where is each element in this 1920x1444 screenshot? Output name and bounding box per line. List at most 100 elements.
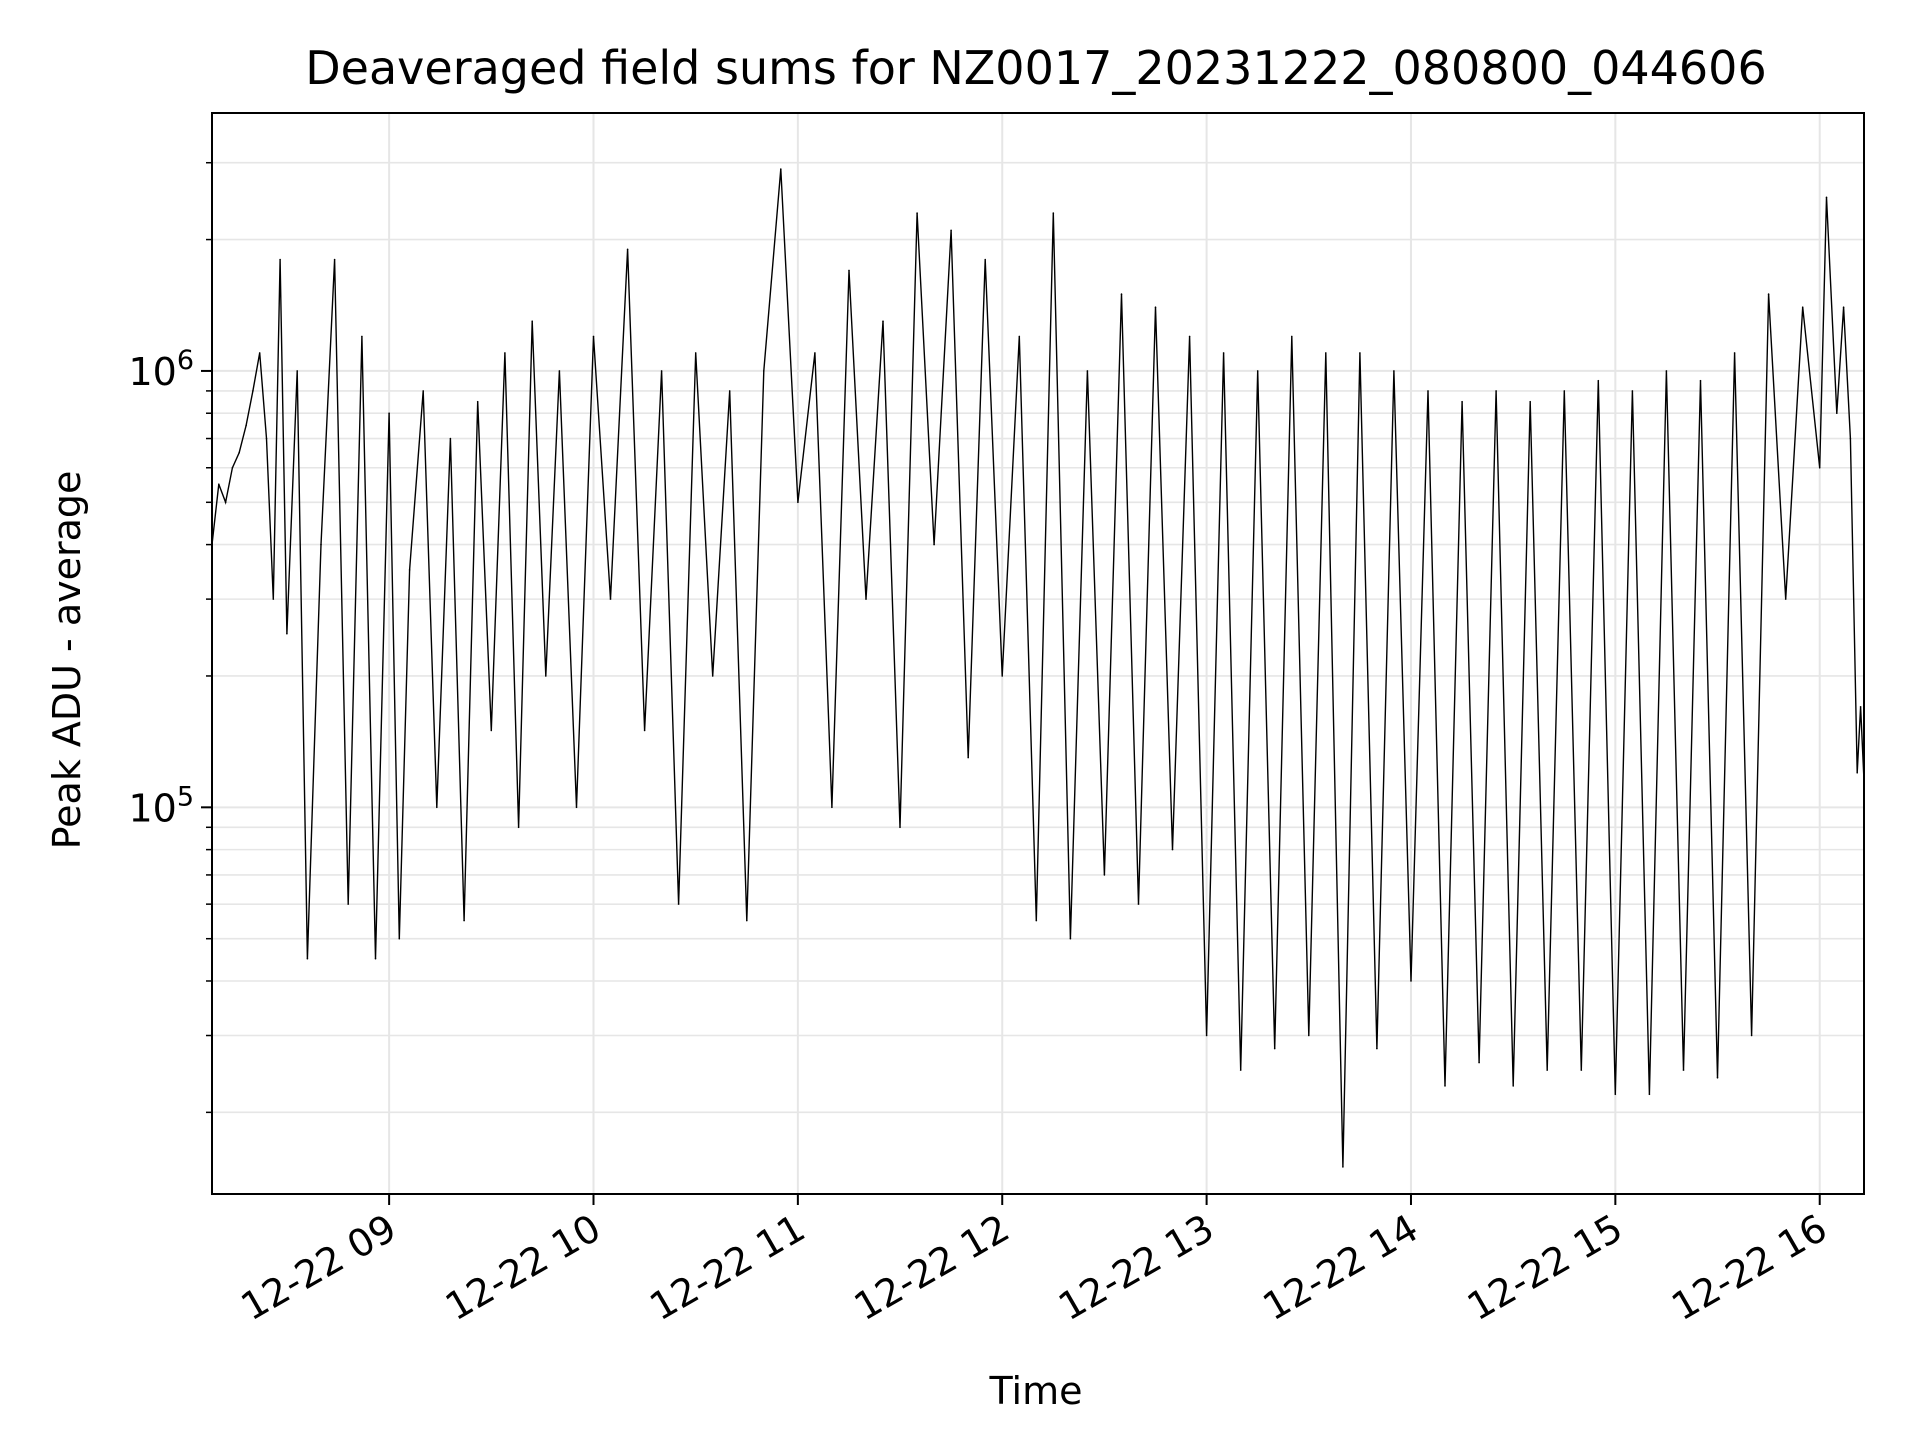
data-point <box>1308 1034 1310 1037</box>
data-point <box>558 370 561 372</box>
plot-area <box>211 168 1865 1168</box>
data-point <box>1856 772 1858 774</box>
data-point <box>1393 370 1395 372</box>
data-point <box>476 400 479 403</box>
data-point <box>252 390 254 392</box>
data-point <box>333 258 336 261</box>
chart-title: Deaveraged field sums for NZ0017_2023122… <box>305 41 1766 95</box>
data-point <box>1801 306 1804 309</box>
data-point <box>1103 874 1106 876</box>
data-point <box>916 212 918 214</box>
data-point <box>238 451 240 454</box>
data-point <box>374 957 377 960</box>
data-point <box>711 675 714 677</box>
grid-lines <box>212 113 1864 1194</box>
data-point <box>1461 400 1463 403</box>
y-axis: 105 106 <box>128 161 212 1114</box>
data-point <box>272 598 275 600</box>
series-line <box>211 169 1865 1167</box>
data-point <box>1563 390 1566 392</box>
data-point <box>1614 1093 1617 1096</box>
data-point <box>1154 306 1157 309</box>
data-point <box>626 248 629 251</box>
data-point <box>660 370 663 372</box>
data-point <box>1733 352 1736 354</box>
data-point <box>517 826 520 829</box>
data-point <box>296 370 299 372</box>
data-point <box>258 352 261 354</box>
data-point <box>231 467 234 469</box>
data-point <box>1512 1085 1514 1087</box>
data-point <box>933 543 935 546</box>
data-point <box>245 424 247 427</box>
data-point <box>763 370 765 372</box>
data-point <box>1035 919 1038 922</box>
data-point <box>504 352 506 354</box>
data-point <box>1205 1034 1208 1037</box>
data-point <box>218 483 220 486</box>
data-point <box>408 569 411 571</box>
data-point <box>814 352 816 354</box>
data-point <box>545 675 547 677</box>
data-point <box>1325 352 1327 354</box>
data-point <box>1859 706 1862 708</box>
data-point <box>1273 1047 1276 1050</box>
data-point <box>1137 903 1140 905</box>
data-point <box>398 937 401 940</box>
data-point <box>1342 1166 1344 1168</box>
data-point <box>609 598 612 600</box>
data-point <box>320 543 322 546</box>
data-point <box>361 335 363 338</box>
data-point <box>1291 335 1293 338</box>
data-point <box>1410 980 1412 982</box>
data-point <box>1427 390 1429 392</box>
data-point <box>1052 212 1055 214</box>
data-point <box>1648 1093 1651 1096</box>
data-point <box>1631 390 1634 392</box>
data-point <box>1699 379 1702 382</box>
data-point <box>643 729 646 732</box>
data-point <box>1376 1047 1378 1050</box>
data-point <box>950 229 952 232</box>
data-point <box>388 412 390 415</box>
data-point <box>463 919 465 922</box>
data-point <box>1546 1069 1548 1071</box>
data-point <box>1256 370 1259 372</box>
data-point <box>677 903 680 905</box>
data-point <box>224 501 227 504</box>
data-point <box>422 390 425 392</box>
data-point <box>1222 352 1225 354</box>
data-point <box>1239 1069 1242 1071</box>
plot-frame <box>211 112 1865 1195</box>
data-point <box>531 320 533 323</box>
data-point <box>1069 937 1072 940</box>
data-point <box>347 903 350 905</box>
y-axis-label: Peak ADU - average <box>45 471 89 850</box>
data-point <box>780 168 782 170</box>
data-point <box>831 806 833 809</box>
data-point <box>848 269 850 272</box>
data-point <box>1120 293 1123 295</box>
data-point <box>1836 412 1838 415</box>
data-point <box>1818 467 1821 469</box>
data-point <box>728 390 731 392</box>
data-point <box>1478 1061 1480 1064</box>
data-point <box>967 756 969 759</box>
data-point <box>1849 437 1852 440</box>
data-point <box>1767 293 1770 295</box>
data-point <box>1580 1069 1583 1071</box>
data-point <box>1529 400 1531 403</box>
data-point <box>1018 335 1021 338</box>
data-point <box>286 632 288 635</box>
data-point <box>265 437 268 440</box>
data-point <box>1086 370 1089 372</box>
data-point <box>1842 306 1845 309</box>
data-point <box>1665 370 1668 372</box>
data-point <box>899 826 901 829</box>
data-point <box>984 258 986 261</box>
data-point <box>436 806 438 809</box>
data-point <box>490 729 493 732</box>
